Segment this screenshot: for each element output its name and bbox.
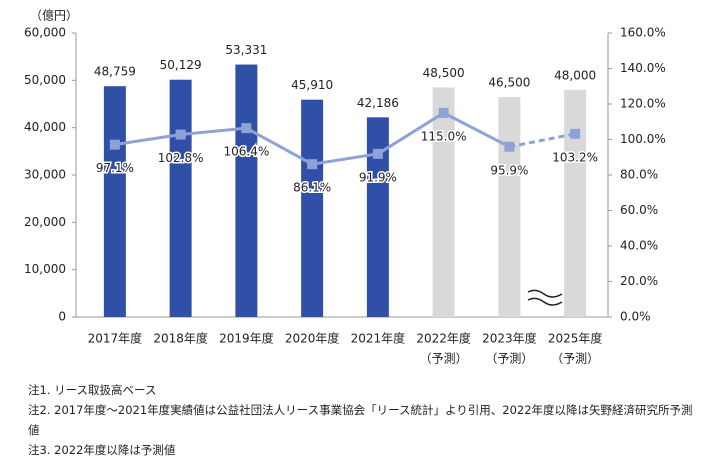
line-marker [241, 123, 252, 134]
x-tick-label: 2017年度 [88, 331, 143, 346]
y-tick-label: 50,000 [24, 73, 66, 87]
y2-tick-label: 60.0% [620, 203, 658, 217]
line-dashed [509, 132, 576, 149]
line-marker [570, 128, 581, 139]
y2-tick-label: 40.0% [620, 239, 658, 253]
x-tick-label: 2021年度 [351, 331, 406, 346]
x-tick-label: 2018年度 [153, 331, 208, 346]
y-tick-label: 40,000 [24, 120, 66, 134]
x-tick-label: 2022年度 [416, 331, 471, 346]
x-tick-label: 2025年度 [548, 331, 603, 346]
line-marker [438, 107, 449, 118]
bar-value-label: 45,910 [291, 78, 333, 92]
y2-tick-label: 20.0% [620, 274, 658, 288]
line-value-label: 115.0% [421, 129, 467, 143]
bar [432, 87, 455, 317]
bar-value-label: 48,759 [94, 65, 136, 79]
note: 注3. 2022年度以降は予測値 [28, 443, 176, 457]
y2-tick-label: 100.0% [620, 132, 666, 146]
bar-value-label: 42,186 [357, 96, 399, 110]
bar-value-label: 50,129 [160, 58, 202, 72]
line-value-label: 91.9% [359, 170, 397, 184]
y-tick-label: 10,000 [24, 262, 66, 276]
bar [498, 96, 521, 318]
bar-value-label: 48,000 [554, 68, 596, 82]
y-tick-label: 0 [58, 310, 66, 324]
x-tick-label: 2019年度 [219, 331, 274, 346]
bar [564, 89, 587, 317]
line-marker [504, 141, 515, 152]
x-tick-label: 2023年度 [482, 331, 537, 346]
line-value-label: 103.2% [552, 150, 598, 164]
bar-value-label: 46,500 [488, 75, 530, 89]
y2-tick-label: 160.0% [620, 26, 666, 40]
y-tick-label: 60,000 [24, 26, 66, 40]
bar [366, 117, 389, 317]
line-marker [307, 159, 318, 170]
x-sublabel: （予測） [551, 352, 599, 366]
y2-tick-label: 140.0% [620, 61, 666, 75]
bar-value-label: 53,331 [225, 43, 267, 57]
bar [169, 79, 192, 317]
line-marker [109, 139, 120, 150]
x-sublabel: （予測） [420, 352, 468, 366]
line-marker [372, 148, 383, 159]
y-unit-label: （億円） [30, 9, 78, 23]
bar-value-label: 48,500 [423, 66, 465, 80]
line-value-label: 102.8% [158, 151, 204, 165]
note: 注1. リース取扱高ベース [28, 383, 157, 397]
axis-break [527, 289, 563, 306]
y-tick-label: 20,000 [24, 215, 66, 229]
x-sublabel: （予測） [485, 352, 533, 366]
bar [103, 86, 126, 317]
line-value-label: 95.9% [490, 163, 528, 177]
y-tick-label: 30,000 [24, 168, 66, 182]
line-value-label: 106.4% [223, 145, 269, 159]
notes: 注1. リース取扱高ベース注2. 2017年度～2021年度実績値は公益社団法人… [28, 380, 700, 460]
bar [301, 99, 324, 318]
line-marker [175, 129, 186, 140]
x-tick-label: 2020年度 [285, 331, 340, 346]
chart: （億円） 0 10,000 20,000 30,000 40,000 50,000 60,0… [24, 9, 666, 366]
y2-tick-label: 120.0% [620, 97, 666, 111]
y2-tick-label: 0.0% [620, 310, 651, 324]
y2-tick-label: 80.0% [620, 168, 658, 182]
note: 注2. 2017年度～2021年度実績値は公益社団法人リース事業協会「リース統計… [28, 403, 693, 437]
bar [235, 64, 258, 318]
line-value-label: 97.1% [96, 161, 134, 175]
line-value-label: 86.1% [293, 181, 331, 195]
